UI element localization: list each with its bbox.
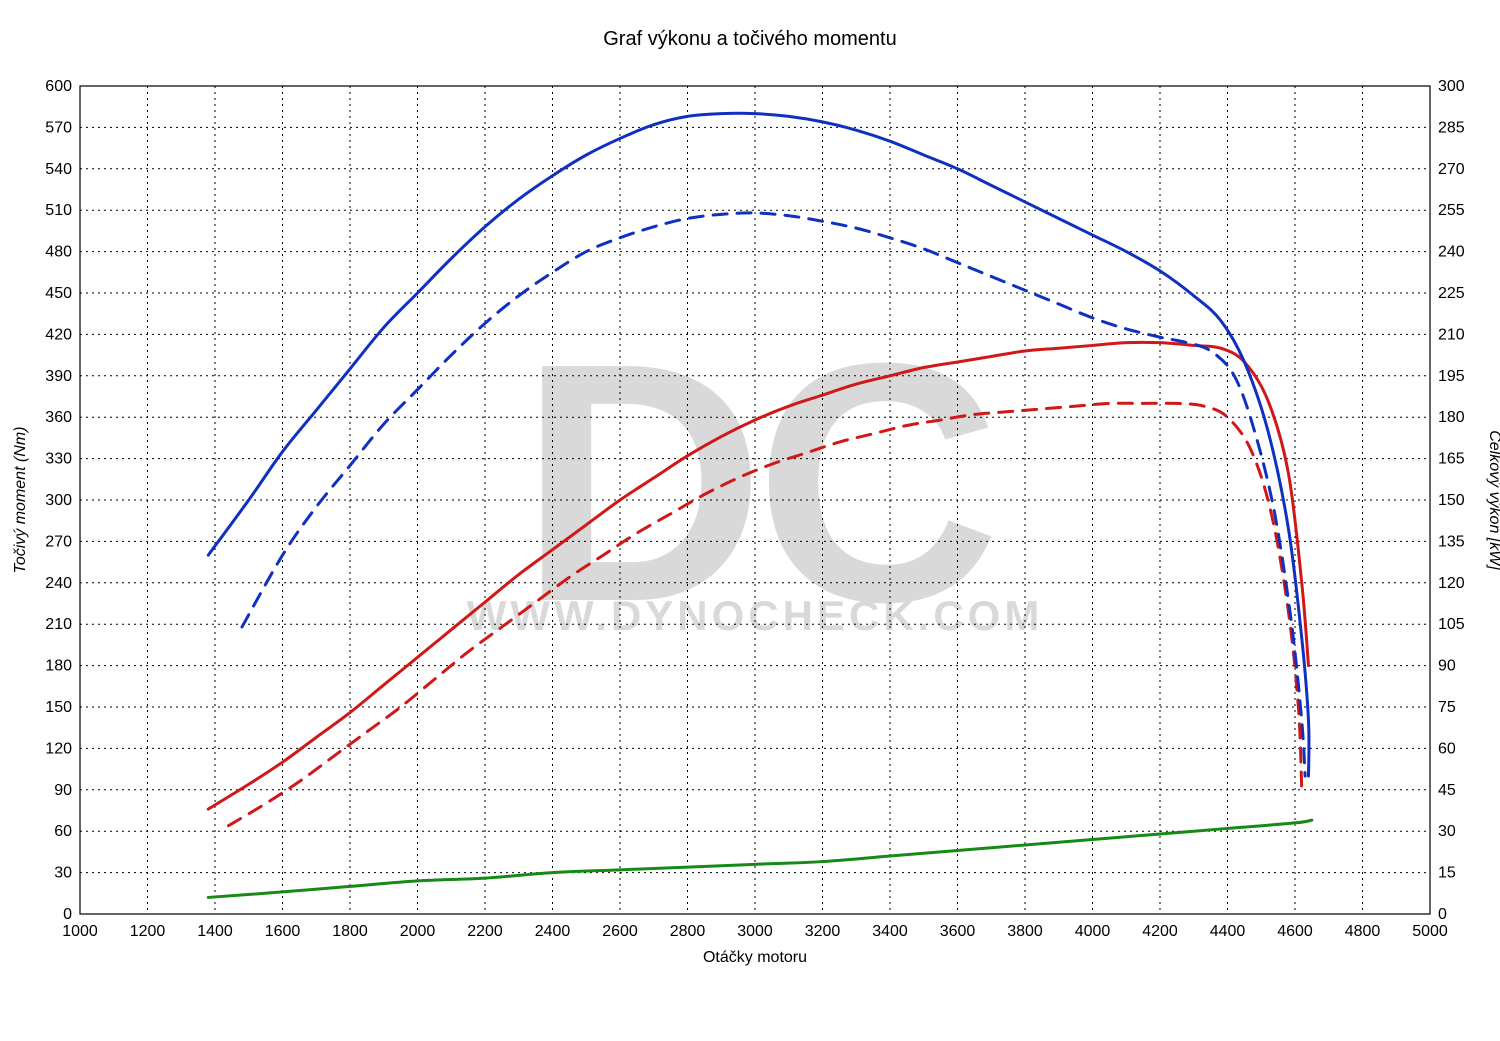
svg-text:240: 240: [1438, 244, 1465, 261]
svg-text:540: 540: [45, 161, 72, 178]
svg-text:210: 210: [1438, 326, 1465, 343]
svg-text:0: 0: [1438, 906, 1447, 923]
svg-text:240: 240: [45, 575, 72, 592]
svg-text:5000: 5000: [1412, 923, 1448, 940]
svg-text:90: 90: [54, 782, 72, 799]
svg-text:3200: 3200: [805, 923, 841, 940]
svg-text:120: 120: [1438, 575, 1465, 592]
svg-text:360: 360: [45, 409, 72, 426]
svg-text:150: 150: [45, 699, 72, 716]
svg-text:2400: 2400: [535, 923, 571, 940]
y-right-ticks: 0 15 30 45 60 75 90 105 120 135 150 165 180 195 210 225…: [1438, 78, 1465, 923]
svg-text:2600: 2600: [602, 923, 638, 940]
svg-text:60: 60: [1438, 740, 1456, 757]
svg-text:4000: 4000: [1075, 923, 1111, 940]
svg-text:300: 300: [45, 492, 72, 509]
svg-text:4800: 4800: [1345, 923, 1381, 940]
svg-text:150: 150: [1438, 492, 1465, 509]
svg-text:105: 105: [1438, 616, 1465, 633]
svg-text:390: 390: [45, 368, 72, 385]
svg-text:570: 570: [45, 119, 72, 136]
svg-text:1800: 1800: [332, 923, 368, 940]
grid: [80, 86, 1430, 914]
svg-text:3800: 3800: [1007, 923, 1043, 940]
svg-text:135: 135: [1438, 533, 1465, 550]
svg-text:1400: 1400: [197, 923, 233, 940]
svg-text:285: 285: [1438, 119, 1465, 136]
svg-text:0: 0: [63, 906, 72, 923]
svg-text:3000: 3000: [737, 923, 773, 940]
svg-text:45: 45: [1438, 782, 1456, 799]
svg-text:60: 60: [54, 823, 72, 840]
svg-text:30: 30: [1438, 823, 1456, 840]
svg-text:330: 330: [45, 451, 72, 468]
svg-text:4200: 4200: [1142, 923, 1178, 940]
svg-text:510: 510: [45, 202, 72, 219]
svg-text:600: 600: [45, 78, 72, 95]
y-left-ticks: 0 30 60 90 120 150 180 210 240 270 300 330 360 390 420…: [45, 78, 72, 923]
svg-text:90: 90: [1438, 658, 1456, 675]
svg-text:210: 210: [45, 616, 72, 633]
svg-text:225: 225: [1438, 285, 1465, 302]
svg-text:2000: 2000: [400, 923, 436, 940]
svg-text:450: 450: [45, 285, 72, 302]
svg-text:270: 270: [1438, 161, 1465, 178]
svg-text:420: 420: [45, 326, 72, 343]
x-ticks: 1000 1200 1400 1600 1800 2000 2200 2400 2600 2800…: [62, 923, 1448, 940]
svg-text:1200: 1200: [130, 923, 166, 940]
svg-text:300: 300: [1438, 78, 1465, 95]
svg-text:15: 15: [1438, 865, 1456, 882]
chart-title: Graf výkonu a točivého momentu: [0, 28, 1500, 51]
svg-text:120: 120: [45, 740, 72, 757]
svg-text:255: 255: [1438, 202, 1465, 219]
svg-text:4600: 4600: [1277, 923, 1313, 940]
svg-text:1000: 1000: [62, 923, 98, 940]
svg-text:180: 180: [45, 658, 72, 675]
svg-text:2200: 2200: [467, 923, 503, 940]
chart-svg: DCWWW.DYNOCHECK.COM100012001400160018002…: [0, 0, 1500, 1041]
svg-text:1600: 1600: [265, 923, 301, 940]
svg-text:195: 195: [1438, 368, 1465, 385]
y-right-axis-label: Celkový výkon [kW]: [1486, 430, 1500, 570]
x-axis-label: Otáčky motoru: [703, 949, 807, 966]
dyno-chart: Graf výkonu a točivého momentu DCWWW.DYN…: [0, 0, 1500, 1041]
svg-text:3400: 3400: [872, 923, 908, 940]
svg-text:270: 270: [45, 533, 72, 550]
svg-text:2800: 2800: [670, 923, 706, 940]
y-left-axis-label: Točivý moment (Nm): [12, 427, 29, 574]
svg-text:480: 480: [45, 244, 72, 261]
series-loss: [208, 820, 1312, 897]
svg-text:180: 180: [1438, 409, 1465, 426]
svg-text:75: 75: [1438, 699, 1456, 716]
svg-text:30: 30: [54, 865, 72, 882]
svg-text:3600: 3600: [940, 923, 976, 940]
svg-text:4400: 4400: [1210, 923, 1246, 940]
svg-text:165: 165: [1438, 451, 1465, 468]
